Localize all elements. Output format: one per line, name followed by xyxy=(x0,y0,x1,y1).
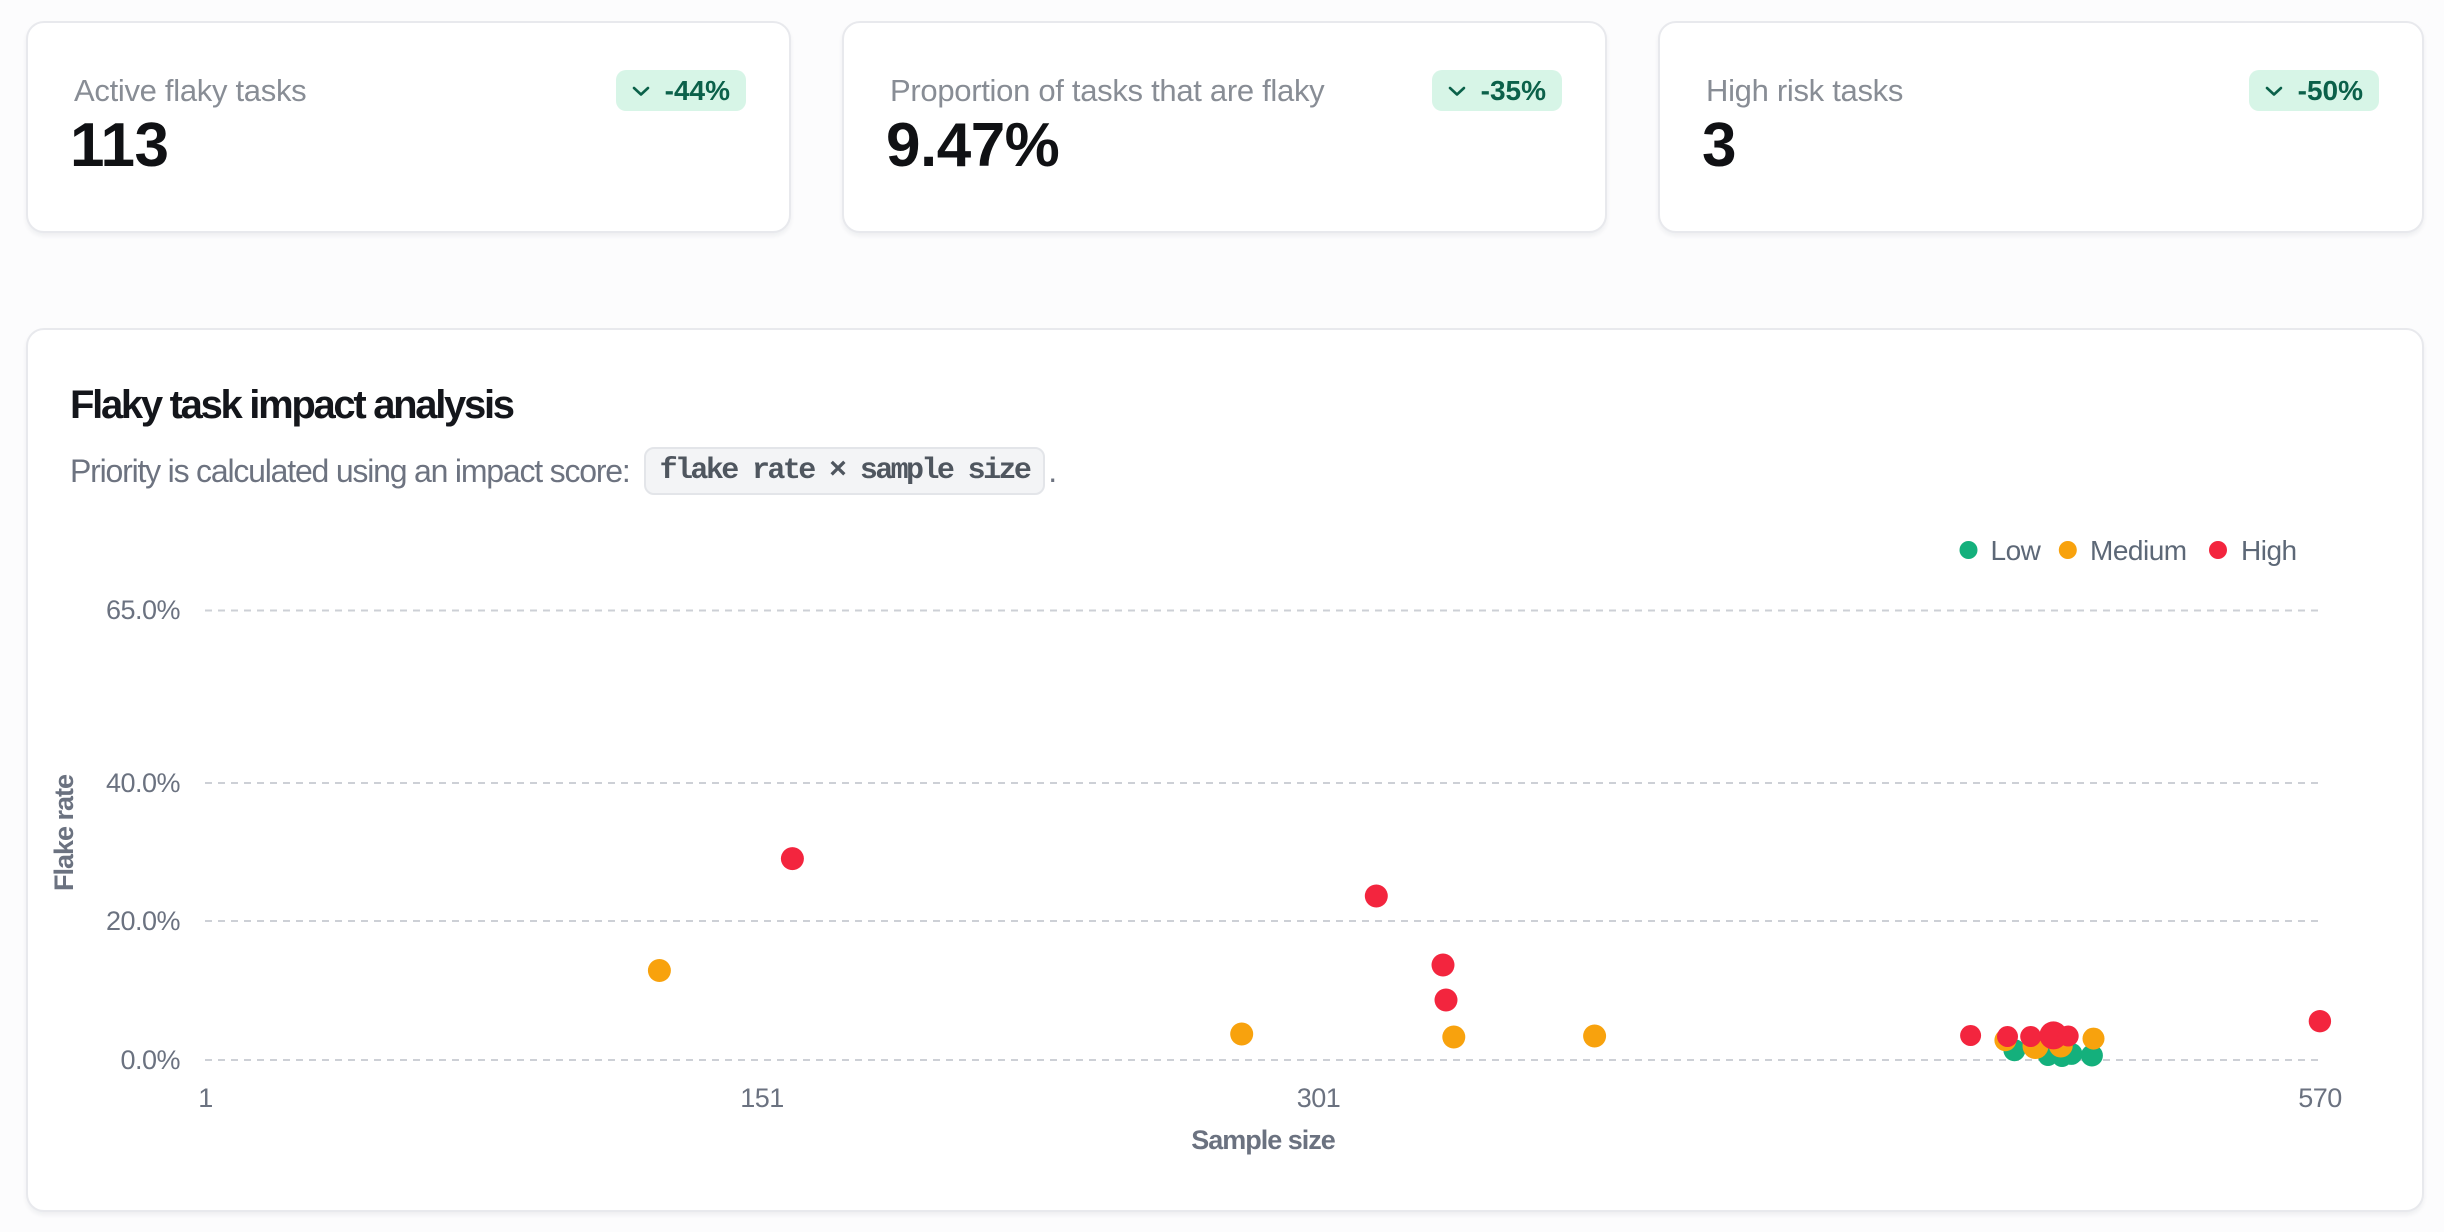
svg-text:151: 151 xyxy=(740,1083,784,1113)
svg-text:1: 1 xyxy=(198,1083,213,1113)
svg-text:Medium: Medium xyxy=(2090,535,2187,566)
svg-text:20.0%: 20.0% xyxy=(106,906,181,936)
svg-text:0.0%: 0.0% xyxy=(120,1045,180,1075)
svg-text:Low: Low xyxy=(1991,535,2042,566)
svg-text:Sample size: Sample size xyxy=(1191,1125,1336,1155)
svg-text:65.0%: 65.0% xyxy=(106,595,181,625)
svg-text:Flake rate: Flake rate xyxy=(49,774,79,891)
svg-text:570: 570 xyxy=(2298,1083,2342,1113)
svg-text:High: High xyxy=(2241,535,2297,566)
svg-text:301: 301 xyxy=(1297,1083,1341,1113)
svg-text:40.0%: 40.0% xyxy=(106,768,181,798)
